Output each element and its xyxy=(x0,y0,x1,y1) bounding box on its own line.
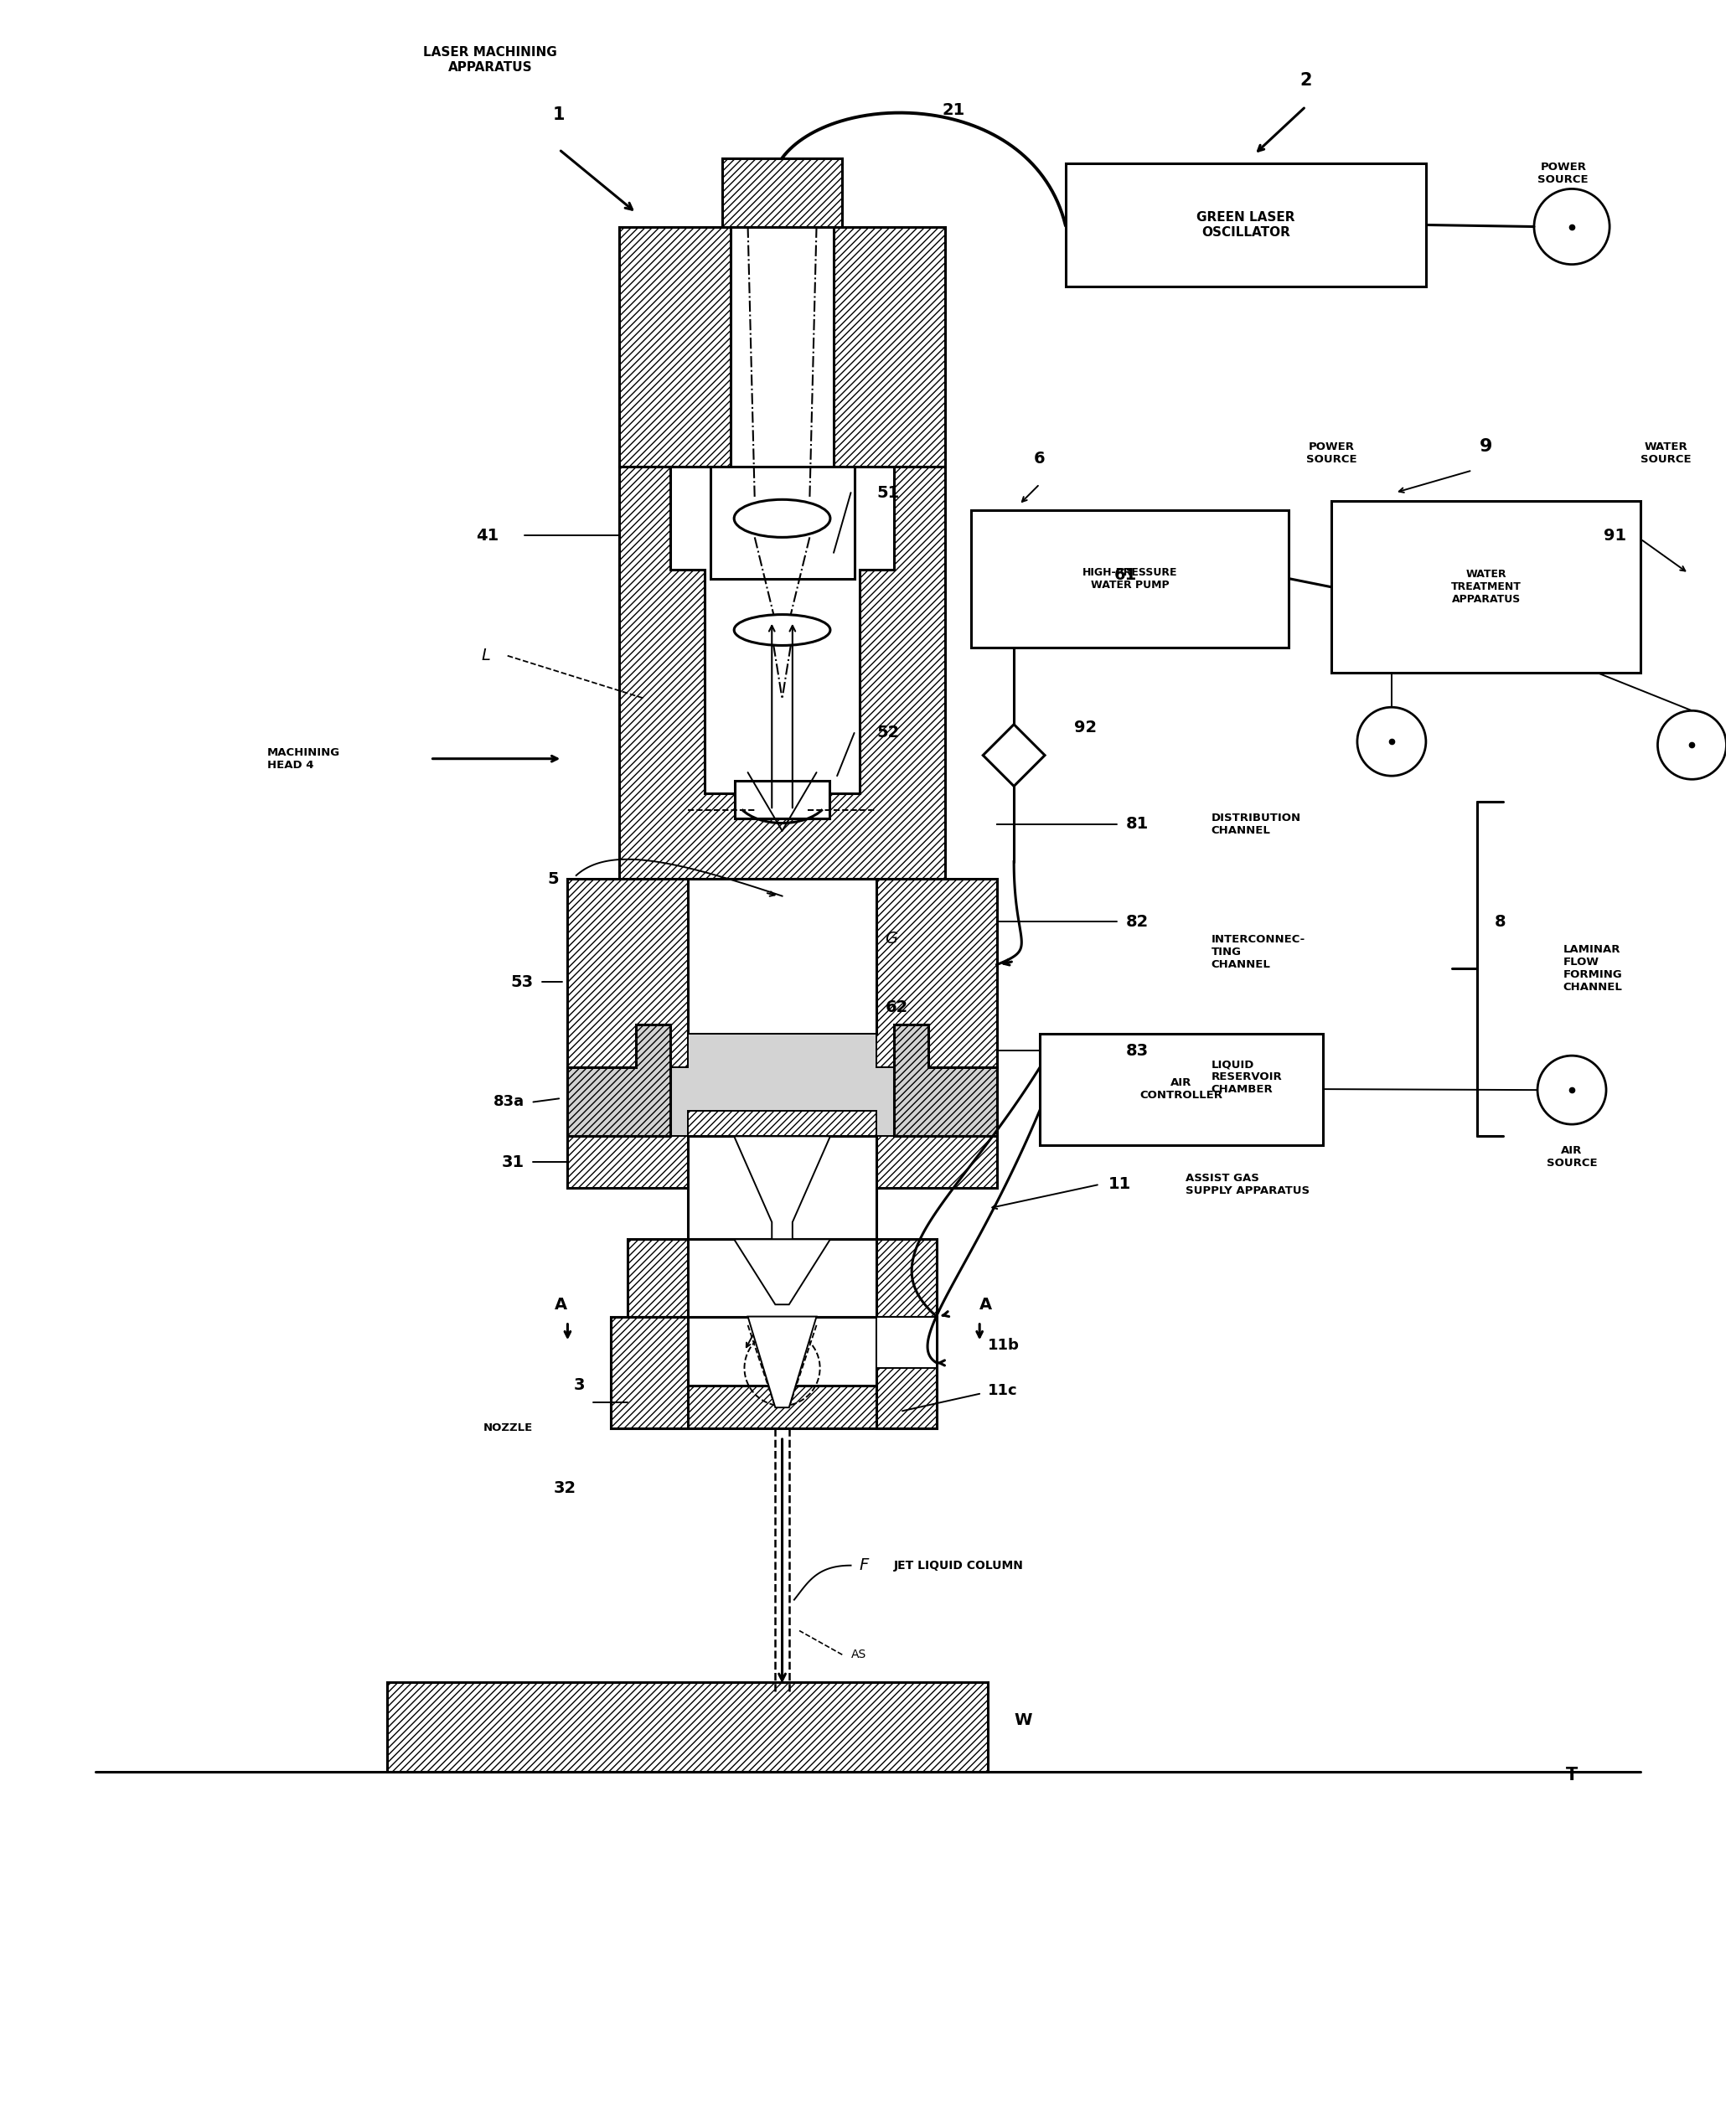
Text: 52: 52 xyxy=(877,725,899,742)
Text: 9: 9 xyxy=(1479,437,1493,454)
Text: 51: 51 xyxy=(877,485,899,500)
Text: 53: 53 xyxy=(510,975,533,990)
Bar xyxy=(568,878,996,1067)
Ellipse shape xyxy=(734,500,830,538)
Bar xyxy=(1066,164,1425,286)
Text: G: G xyxy=(885,931,898,948)
Polygon shape xyxy=(620,466,944,878)
Polygon shape xyxy=(568,1025,670,1137)
Text: 91: 91 xyxy=(1604,527,1627,544)
Bar xyxy=(710,466,854,578)
Bar xyxy=(970,511,1288,647)
Text: LASER MACHINING
APPARATUS: LASER MACHINING APPARATUS xyxy=(424,46,557,74)
Text: 5: 5 xyxy=(547,872,559,887)
Polygon shape xyxy=(734,1240,830,1305)
Text: A: A xyxy=(556,1296,568,1313)
Text: GREEN LASER
OSCILLATOR: GREEN LASER OSCILLATOR xyxy=(1196,212,1295,240)
Bar xyxy=(734,782,830,819)
Bar xyxy=(722,158,842,227)
Text: 32: 32 xyxy=(554,1481,576,1496)
Bar xyxy=(387,1683,988,1771)
Bar xyxy=(620,227,944,466)
Bar xyxy=(568,1067,996,1187)
Text: L: L xyxy=(481,647,490,664)
Polygon shape xyxy=(734,1137,830,1240)
Text: 81: 81 xyxy=(1125,815,1147,832)
Bar xyxy=(611,1317,687,1429)
Text: HIGH-PRESSURE
WATER PUMP: HIGH-PRESSURE WATER PUMP xyxy=(1082,567,1177,590)
Text: T: T xyxy=(1566,1767,1578,1784)
Text: 61: 61 xyxy=(1115,567,1137,582)
Text: A: A xyxy=(979,1296,993,1313)
Text: AIR
SOURCE: AIR SOURCE xyxy=(1547,1145,1597,1168)
Text: 62: 62 xyxy=(885,1000,908,1015)
Text: 41: 41 xyxy=(476,527,498,544)
Text: F: F xyxy=(859,1557,868,1574)
Text: AS: AS xyxy=(851,1649,866,1660)
Bar xyxy=(1332,502,1641,672)
Bar xyxy=(722,158,842,227)
Text: 92: 92 xyxy=(1075,721,1097,735)
Bar xyxy=(687,1317,877,1385)
Polygon shape xyxy=(568,1034,996,1137)
Text: AIR
CONTROLLER: AIR CONTROLLER xyxy=(1141,1078,1222,1101)
Text: 11: 11 xyxy=(1108,1177,1132,1193)
Bar xyxy=(687,1137,877,1240)
Bar xyxy=(877,1317,937,1368)
Text: 83: 83 xyxy=(1125,1042,1147,1059)
Bar xyxy=(620,227,944,466)
Text: LIQUID
RESERVOIR
CHAMBER: LIQUID RESERVOIR CHAMBER xyxy=(1212,1059,1283,1095)
Text: MACHINING
HEAD 4: MACHINING HEAD 4 xyxy=(267,748,340,771)
Ellipse shape xyxy=(734,613,830,645)
Text: LAMINAR
FLOW
FORMING
CHANNEL: LAMINAR FLOW FORMING CHANNEL xyxy=(1562,943,1623,992)
Bar xyxy=(877,1317,937,1429)
Text: 11b: 11b xyxy=(988,1338,1019,1353)
Text: 3: 3 xyxy=(573,1378,585,1393)
Text: INTERCONNEC-
TING
CHANNEL: INTERCONNEC- TING CHANNEL xyxy=(1212,933,1305,971)
Text: 8: 8 xyxy=(1495,914,1507,931)
Text: POWER
SOURCE: POWER SOURCE xyxy=(1538,162,1588,185)
Bar xyxy=(611,1317,937,1429)
Text: 31: 31 xyxy=(502,1153,524,1170)
Bar xyxy=(620,227,944,466)
Text: JET LIQUID COLUMN: JET LIQUID COLUMN xyxy=(894,1559,1024,1572)
Bar xyxy=(611,1317,937,1429)
Text: WATER
SOURCE: WATER SOURCE xyxy=(1641,441,1691,464)
Text: DISTRIBUTION
CHANNEL: DISTRIBUTION CHANNEL xyxy=(1212,813,1300,836)
Text: 21: 21 xyxy=(943,103,965,118)
Text: 1: 1 xyxy=(554,107,566,124)
Bar xyxy=(387,1683,988,1771)
Bar xyxy=(1040,1034,1323,1145)
Text: 11c: 11c xyxy=(988,1382,1017,1397)
Bar xyxy=(620,227,944,466)
Polygon shape xyxy=(894,1025,996,1137)
Bar xyxy=(611,1317,687,1429)
Bar xyxy=(628,1240,937,1317)
Text: WATER
TREATMENT
APPARATUS: WATER TREATMENT APPARATUS xyxy=(1451,569,1521,605)
Text: 83a: 83a xyxy=(493,1095,524,1109)
Text: NOZZLE: NOZZLE xyxy=(484,1422,533,1433)
Text: 2: 2 xyxy=(1300,71,1312,88)
Bar xyxy=(687,1240,877,1317)
Text: POWER
SOURCE: POWER SOURCE xyxy=(1305,441,1358,464)
Bar xyxy=(628,1240,937,1317)
Text: 82: 82 xyxy=(1125,914,1147,931)
Bar xyxy=(877,1317,937,1429)
Text: W: W xyxy=(1014,1712,1031,1727)
Text: ASSIST GAS
SUPPLY APPARATUS: ASSIST GAS SUPPLY APPARATUS xyxy=(1186,1172,1309,1195)
Bar xyxy=(568,1067,996,1187)
Polygon shape xyxy=(983,725,1045,786)
Text: 6: 6 xyxy=(1035,450,1045,466)
Polygon shape xyxy=(748,1317,816,1408)
Bar xyxy=(568,878,996,1067)
Bar xyxy=(687,878,877,1034)
Bar xyxy=(731,227,833,536)
